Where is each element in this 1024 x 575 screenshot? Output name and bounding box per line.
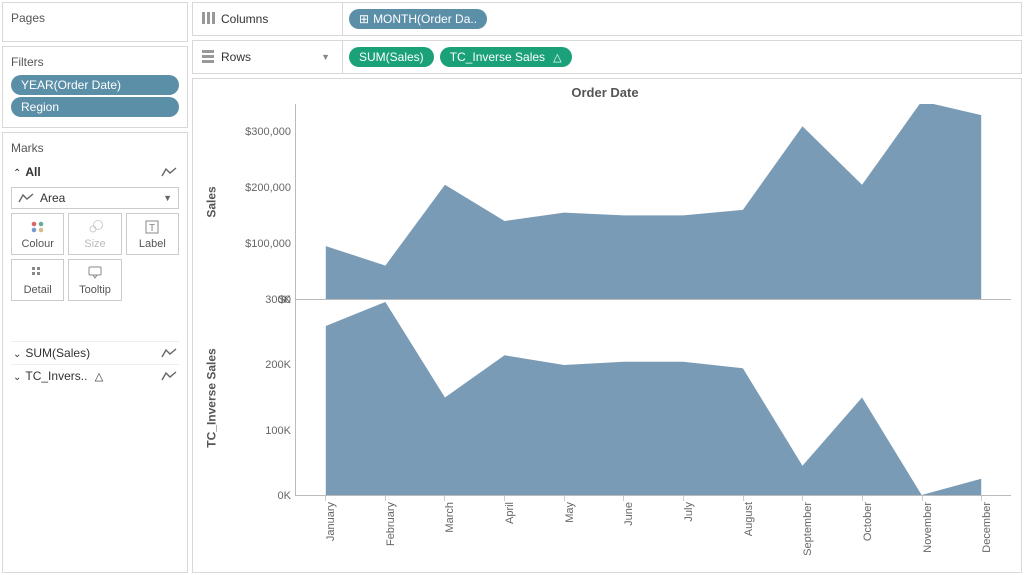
chevron-down-icon: ▼ — [163, 193, 172, 203]
columns-label: Columns — [221, 12, 268, 26]
viz-area: Order Date Sales TC_Inverse Sales $0$100… — [192, 78, 1022, 573]
detail-icon — [14, 264, 61, 282]
x-tick-label: July — [683, 502, 695, 522]
label-icon: T — [129, 218, 176, 236]
filters-title: Filters — [11, 55, 179, 69]
x-tick-label: August — [743, 502, 755, 536]
x-tick-label: December — [981, 502, 993, 553]
mark-tooltip-button[interactable]: Tooltip — [68, 259, 121, 301]
marks-all-label: All — [25, 165, 40, 179]
marks-all-row[interactable]: ⌃All — [11, 161, 179, 183]
size-icon — [71, 218, 118, 236]
colour-icon — [14, 218, 61, 236]
shelf-pill[interactable]: ⊞MONTH(Order Da.. — [349, 9, 487, 29]
x-tick-label: June — [623, 502, 635, 526]
x-tick-label: April — [504, 502, 516, 524]
pane2-ylabel: TC_Inverse Sales — [205, 348, 219, 447]
pages-title: Pages — [11, 11, 179, 25]
shelf-pill[interactable]: SUM(Sales) — [349, 47, 434, 67]
y-tick-label: 100K — [265, 425, 291, 437]
rows-shelf[interactable]: Rows ▼ SUM(Sales) TC_Inverse Sales△ — [192, 40, 1022, 74]
y-tick-label: 0K — [278, 490, 291, 502]
svg-text:T: T — [149, 223, 155, 234]
pages-panel: Pages — [2, 2, 188, 42]
x-tick-label: October — [862, 502, 874, 541]
filter-pill[interactable]: Region — [11, 97, 179, 117]
mark-size-button[interactable]: Size — [68, 213, 121, 255]
area-icon — [161, 166, 177, 178]
x-tick-label: May — [564, 502, 576, 523]
mark-type-label: Area — [40, 191, 65, 205]
mark-type-select[interactable]: Area ▼ — [11, 187, 179, 209]
rows-icon — [201, 49, 215, 66]
x-tick-label: March — [444, 502, 456, 533]
mark-label-button[interactable]: T Label — [126, 213, 179, 255]
columns-icon — [201, 11, 215, 28]
x-tick-label: November — [922, 502, 934, 553]
rows-label: Rows — [221, 50, 251, 64]
chevron-down-icon: ▼ — [321, 52, 334, 62]
viz-title: Order Date — [199, 85, 1011, 100]
columns-shelf[interactable]: Columns ⊞MONTH(Order Da.. — [192, 2, 1022, 36]
area-icon — [18, 192, 34, 204]
mark-colour-button[interactable]: Colour — [11, 213, 64, 255]
marks-panel: Marks ⌃All Area ▼ Colour — [2, 132, 188, 573]
y-tick-label: $300,000 — [245, 126, 291, 138]
marks-measure-row[interactable]: ⌄TC_Invers.. △ — [11, 364, 179, 387]
shelf-pill[interactable]: TC_Inverse Sales△ — [440, 47, 572, 67]
chart-pane-2: 0K100K200K300K — [225, 300, 1011, 496]
x-tick-label: February — [385, 502, 397, 546]
filters-panel: Filters YEAR(Order Date)Region — [2, 46, 188, 128]
y-tick-label: 300K — [265, 294, 291, 306]
y-tick-label: 200K — [265, 359, 291, 371]
y-tick-label: $200,000 — [245, 182, 291, 194]
filter-pill[interactable]: YEAR(Order Date) — [11, 75, 179, 95]
x-tick-label: September — [802, 502, 814, 556]
mark-detail-button[interactable]: Detail — [11, 259, 64, 301]
x-tick-label: January — [325, 502, 337, 541]
y-tick-label: $100,000 — [245, 238, 291, 250]
marks-title: Marks — [11, 141, 179, 155]
chart-pane-1: $0$100,000$200,000$300,000 — [225, 104, 1011, 300]
pane1-ylabel: Sales — [205, 186, 219, 217]
marks-measure-row[interactable]: ⌄SUM(Sales) — [11, 341, 179, 364]
tooltip-icon — [71, 264, 118, 282]
